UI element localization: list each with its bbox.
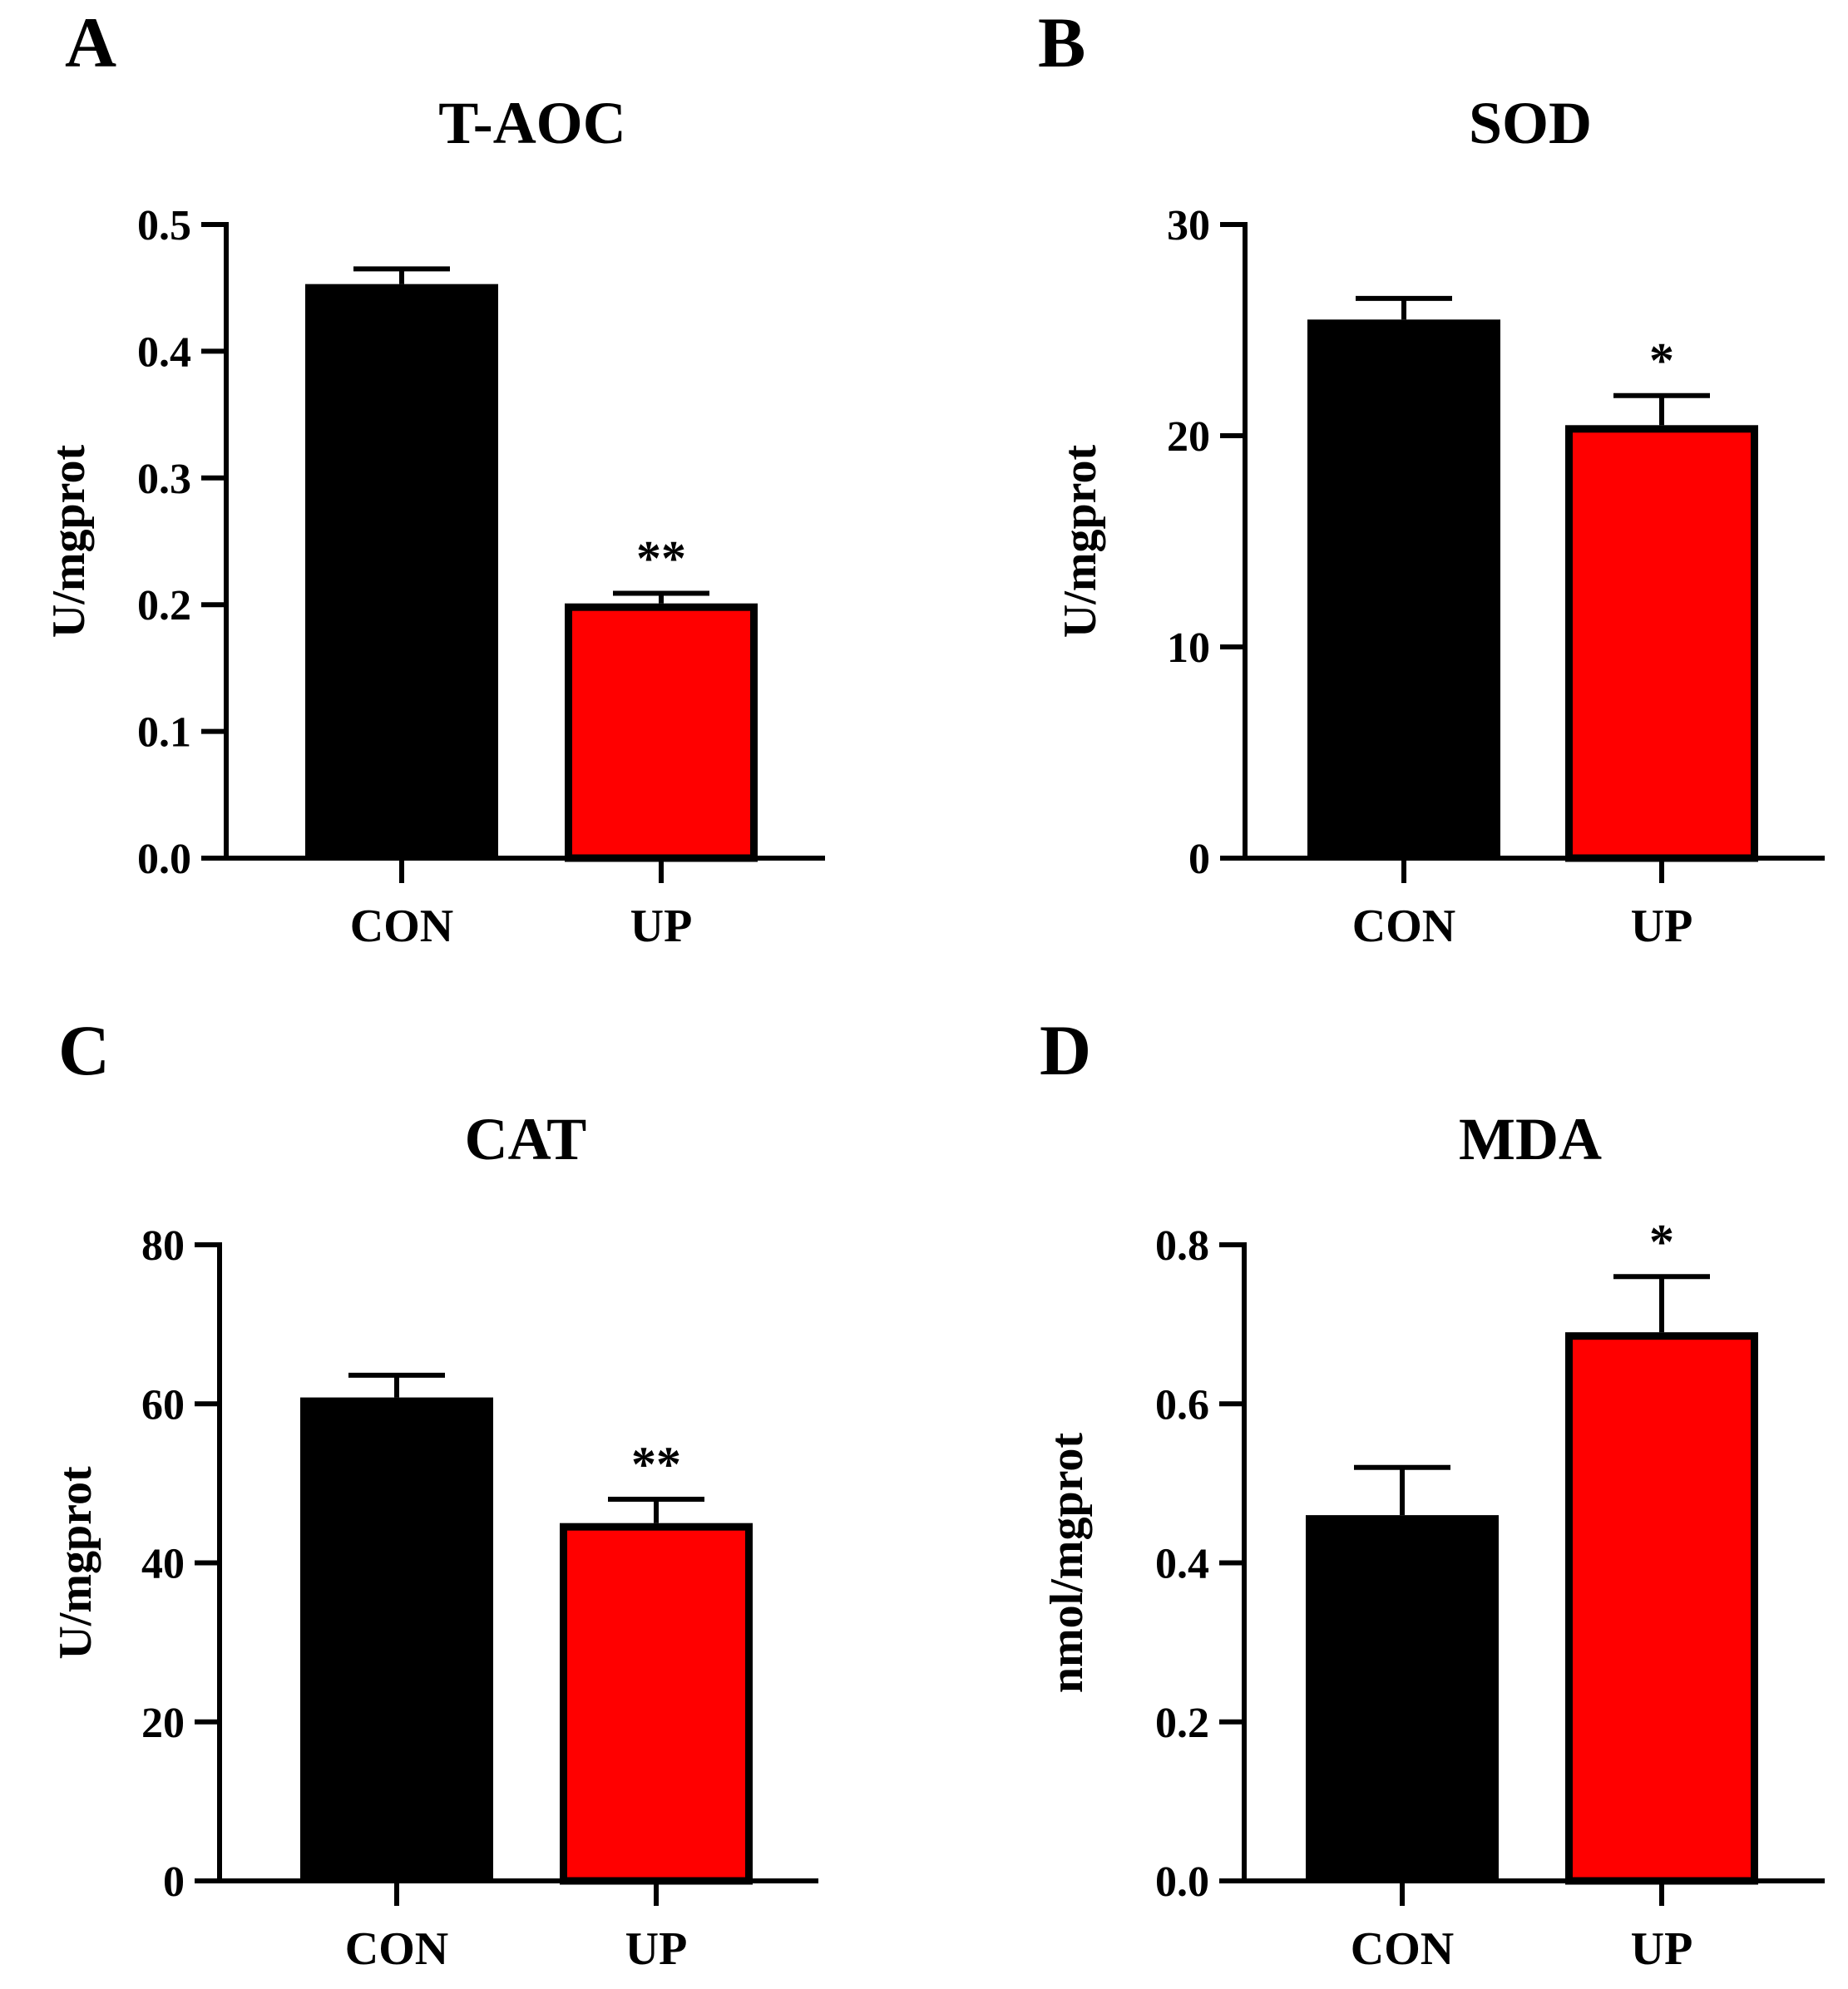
panel-letter: D [1040,1010,1091,1090]
x-tick-label-up: UP [1631,901,1693,952]
x-tick-label-con: CON [350,901,453,952]
y-tick-label: 20 [1167,413,1210,461]
y-tick-label: 0 [1188,836,1210,883]
y-axis-label: nmol/mgprot [1041,1433,1093,1694]
significance-marker: ** [631,1437,681,1492]
y-tick-label: 0.0 [137,836,191,883]
y-axis-label: U/mgprot [1055,445,1106,639]
bar-up [1565,425,1758,862]
y-tick-label: 0.5 [137,202,191,249]
x-tick-label-up: UP [630,901,693,952]
y-tick-label: 0.2 [137,582,191,629]
y-tick-label: 0.2 [1155,1700,1209,1747]
x-tick-label-con: CON [1351,1923,1454,1975]
y-tick-label: 0.6 [1155,1381,1209,1429]
bar-up [560,1523,753,1885]
y-tick-label: 0.4 [137,328,191,376]
significance-marker: * [1649,333,1674,388]
y-tick-label: 80 [141,1222,185,1270]
y-tick-label: 0.4 [1155,1541,1209,1588]
bar-up [1565,1332,1758,1885]
y-tick-label: 0.3 [137,456,191,503]
y-tick-label: 0.0 [1155,1858,1209,1906]
bar-con [1307,319,1500,858]
panel-c: C CAT U/mgprot ** 0 20 40 60 80 CON UP [50,1010,818,1975]
y-tick-label: 60 [141,1381,185,1429]
x-tick-label-con: CON [1352,901,1455,952]
x-tick-label-con: CON [345,1923,448,1975]
significance-marker: ** [636,531,686,585]
x-tick-label-up: UP [625,1923,688,1975]
chart-title: T-AOC [438,90,625,156]
bar-up [565,603,758,862]
panel-a: A T-AOC U/mgprot ** 0.0 0.1 0.2 0.3 0.4 0.5 CON UP [43,2,825,952]
panel-b: B SOD U/mgprot * 0 10 20 30 CON UP [1038,2,1825,952]
y-tick-label: 20 [141,1700,185,1747]
significance-marker: * [1649,1214,1674,1269]
y-tick-label: 40 [141,1541,185,1588]
y-tick-label: 0.1 [137,709,191,757]
bar-con [1306,1515,1499,1881]
y-tick-label: 10 [1167,624,1210,672]
bar-con [300,1397,493,1881]
bar-con [305,284,498,858]
y-axis-label: U/mgprot [50,1466,101,1660]
y-tick-label: 0.8 [1155,1222,1209,1270]
chart-title: SOD [1469,90,1592,156]
panel-letter: B [1038,2,1085,82]
panel-letter: A [65,2,116,82]
panel-letter: C [58,1010,110,1090]
x-tick-label-up: UP [1631,1923,1693,1975]
y-tick-label: 0 [163,1858,185,1906]
chart-title: MDA [1459,1106,1602,1172]
y-tick-label: 30 [1167,202,1210,249]
chart-title: CAT [465,1106,587,1172]
panel-d: D MDA nmol/mgprot * 0.0 0.2 0.4 0.6 0.8 CON UP [1040,1010,1825,1975]
y-axis-label: U/mgprot [43,445,95,639]
